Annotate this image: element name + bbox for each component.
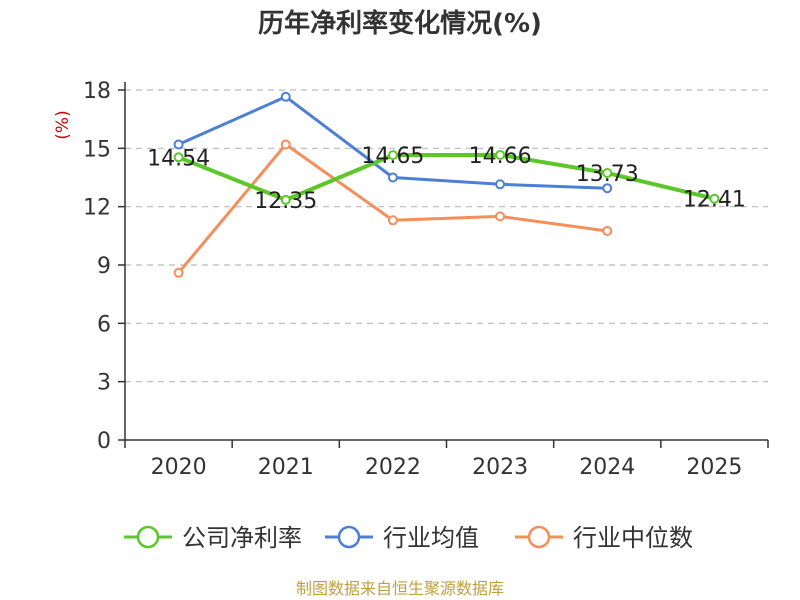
y-tick-label-15: 15 — [83, 137, 111, 162]
x-tick-label-2024: 2024 — [579, 455, 635, 480]
point-1-2022 — [387, 172, 398, 183]
data-label-2022: 14.65 — [361, 144, 424, 169]
point-2-2021 — [280, 139, 291, 150]
point-2-2022 — [387, 215, 398, 226]
legend-label-2: 行业中位数 — [573, 524, 693, 552]
point-1-2023 — [495, 179, 506, 190]
series-layer — [173, 91, 720, 278]
data-labels: 14.54 12.35 14.65 14.66 13.73 12.41 — [147, 144, 746, 214]
data-label-2020: 14.54 — [147, 146, 210, 171]
data-label-2023: 14.66 — [469, 144, 532, 169]
x-tick-label-2020: 2020 — [151, 455, 207, 480]
y-tick-label-9: 9 — [97, 254, 111, 279]
x-tick-label-2021: 2021 — [258, 455, 314, 480]
x-tick-label-2022: 2022 — [365, 455, 421, 480]
point-0-2025 — [709, 193, 720, 204]
legend-marker-1 — [337, 525, 361, 549]
y-axis-label: (%) — [53, 110, 73, 139]
chart-title: 历年净利率变化情况(%) — [258, 8, 542, 39]
legend-label-0: 公司净利率 — [182, 524, 302, 552]
series-line-0 — [177, 152, 715, 202]
legend-marker-0 — [136, 525, 160, 549]
point-0-2024 — [602, 168, 613, 179]
point-2-2023 — [495, 211, 506, 222]
y-tick-label-12: 12 — [83, 196, 111, 221]
y-tick-label-18: 18 — [83, 79, 111, 104]
axes: 0 3 6 9 12 15 18 2020 2021 2022 2023 2024 2025 — [83, 79, 769, 480]
legend-label-1: 行业均值 — [383, 524, 479, 552]
y-tick-label-0: 0 — [97, 429, 111, 454]
legend: 公司净利率 行业均值 行业中位数 — [124, 524, 693, 552]
point-1-2024 — [602, 183, 613, 194]
point-0-2023 — [495, 149, 506, 160]
legend-marker-2 — [527, 525, 551, 549]
x-tick-label-2025: 2025 — [686, 455, 742, 480]
point-0-2021 — [280, 194, 291, 205]
point-0-2022 — [387, 150, 398, 161]
point-2-2024 — [602, 225, 613, 236]
point-2-2020 — [173, 267, 184, 278]
data-label-2025: 12.41 — [683, 188, 746, 213]
point-0-2020 — [173, 152, 184, 163]
data-label-2021: 12.35 — [254, 189, 317, 214]
data-label-2024: 13.73 — [576, 162, 639, 187]
point-1-2021 — [280, 91, 291, 102]
source-note: 制图数据来自恒生聚源数据库 — [296, 579, 504, 598]
y-tick-label-6: 6 — [97, 312, 111, 337]
point-1-2020 — [173, 139, 184, 150]
y-tick-label-3: 3 — [97, 371, 111, 396]
x-tick-label-2023: 2023 — [472, 455, 528, 480]
gridlines — [125, 89, 768, 383]
